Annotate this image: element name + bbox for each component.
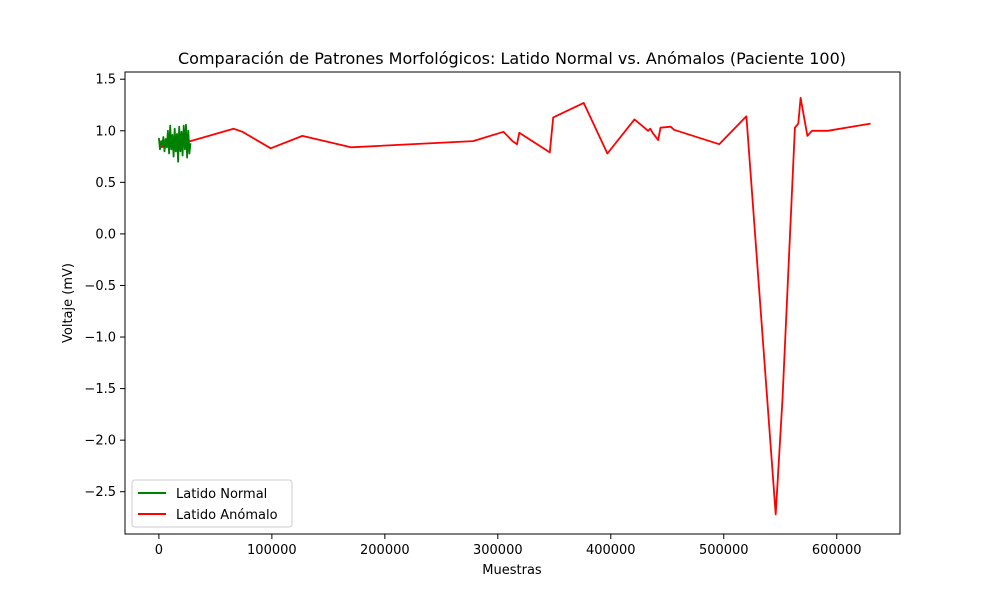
- y-tick-label: 0.0: [95, 227, 116, 242]
- y-tick-label: 0.5: [95, 176, 116, 191]
- legend-box: [131, 479, 293, 528]
- plot-area-frame: [124, 71, 901, 535]
- x-axis-title: Muestras: [482, 563, 542, 578]
- x-axis-ticks: 0 100000 200000 300000 400000 500000 600000: [155, 534, 862, 558]
- x-tick-label: 100000: [247, 543, 297, 558]
- series-line-anomalous: [158, 96, 871, 516]
- y-tick-label: −1.5: [84, 382, 116, 397]
- y-axis-title: Voltaje (mV): [61, 263, 76, 343]
- x-tick-label: 500000: [699, 543, 749, 558]
- chart-title: Comparación de Patrones Morfológicos: La…: [178, 49, 846, 68]
- x-tick-label: 200000: [360, 543, 410, 558]
- legend: Latido Normal Latido Anómalo: [131, 479, 293, 528]
- y-tick-label: 1.5: [95, 73, 116, 88]
- y-tick-label: −1.0: [84, 331, 116, 346]
- legend-label-anomalous: Latido Anómalo: [176, 508, 278, 523]
- series-line-normal: [158, 123, 192, 163]
- y-tick-label: −2.0: [84, 434, 116, 449]
- y-tick-label: −2.5: [84, 485, 116, 500]
- y-axis-ticks: 1.5 1.0 0.5 0.0 −0.5 −1.0 −1.5 −2.0 −2.5: [84, 73, 125, 500]
- x-tick-label: 400000: [586, 543, 636, 558]
- x-tick-label: 300000: [473, 543, 523, 558]
- x-tick-label: 0: [155, 543, 163, 558]
- x-tick-label: 600000: [812, 543, 862, 558]
- y-tick-label: −0.5: [84, 279, 116, 294]
- y-tick-label: 1.0: [95, 124, 116, 139]
- series-layer: [158, 96, 871, 516]
- legend-label-normal: Latido Normal: [176, 487, 267, 502]
